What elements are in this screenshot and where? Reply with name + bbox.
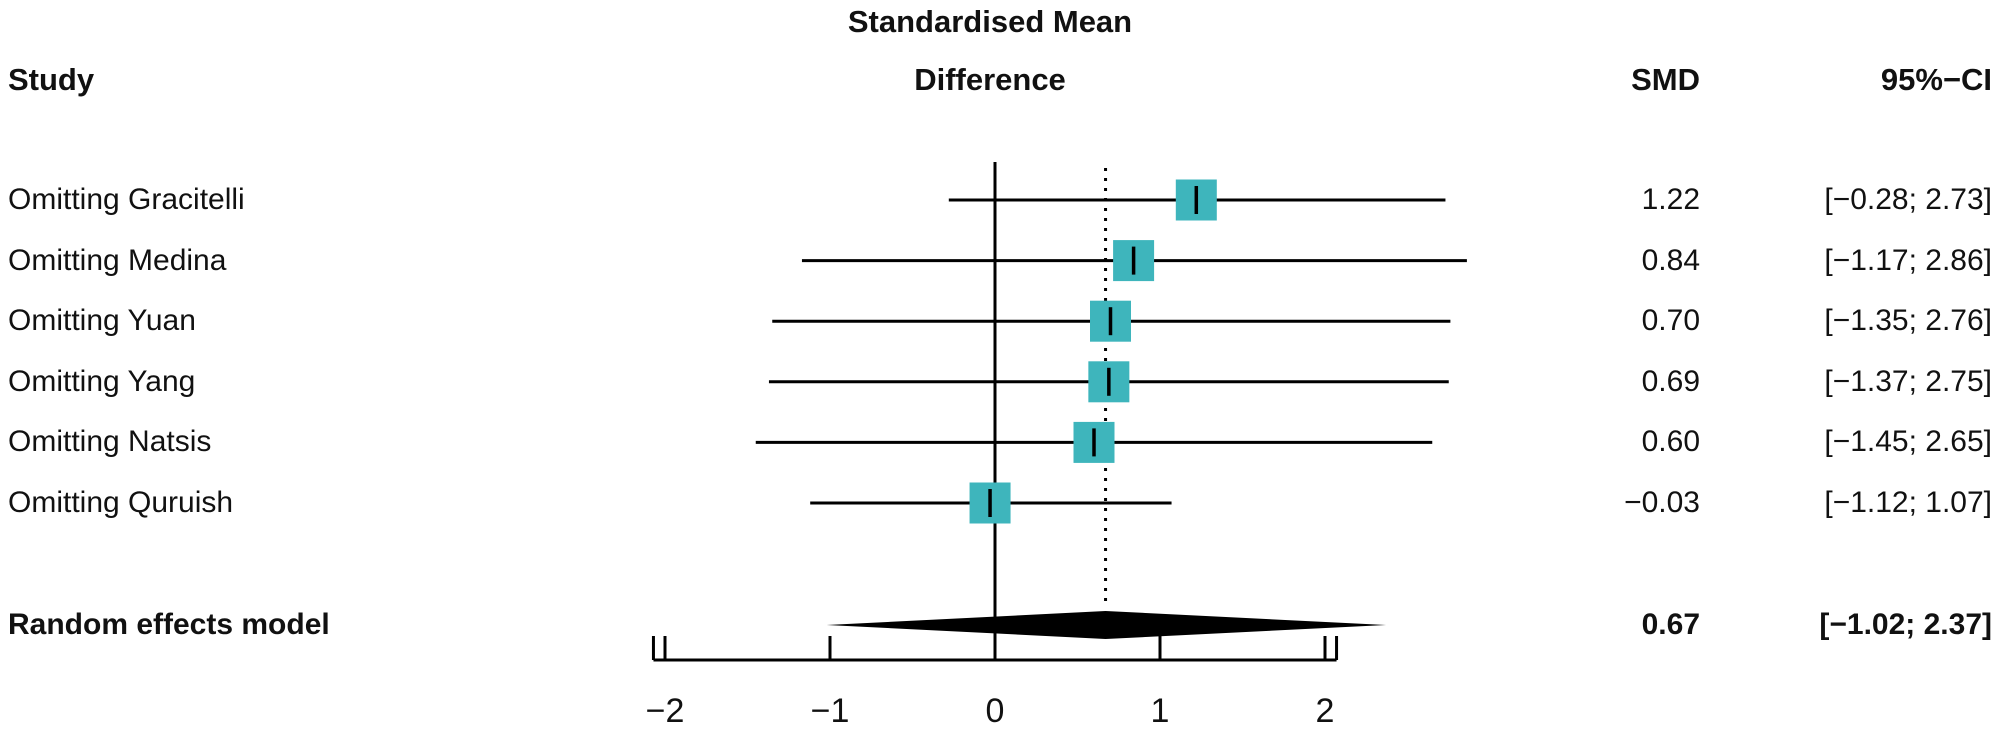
study-label: Omitting Gracitelli	[8, 183, 245, 216]
study-label: Omitting Quruish	[8, 486, 234, 519]
study-label: Omitting Yang	[8, 364, 196, 398]
column-header-smd: SMD	[1631, 62, 1700, 97]
x-axis-tick-label: 0	[986, 692, 1005, 730]
smd-value: 1.22	[1641, 183, 1700, 216]
ci-value: [−1.45; 2.65]	[1824, 425, 1992, 459]
x-axis-tick-label: −2	[646, 692, 685, 730]
ci-value: [−1.17; 2.86]	[1824, 243, 1992, 277]
ci-value: [−1.37; 2.75]	[1824, 364, 1992, 398]
study-label: Omitting Yuan	[8, 304, 196, 338]
smd-value: 0.70	[1641, 304, 1700, 338]
ci-value: [−0.28; 2.73]	[1824, 183, 1992, 216]
effect-title-line2: Difference	[914, 62, 1066, 97]
summary-diamond	[826, 611, 1387, 639]
summary-label: Random effects model	[8, 608, 330, 641]
smd-value: 0.84	[1641, 243, 1700, 277]
smd-value: 0.60	[1641, 425, 1700, 459]
x-axis-tick-label: 2	[1316, 692, 1335, 730]
column-header-ci: 95%−CI	[1880, 62, 1992, 97]
x-axis-tick-label: −1	[811, 692, 850, 730]
effect-title-line1: Standardised Mean	[847, 4, 1133, 39]
ci-value: [−1.35; 2.76]	[1824, 304, 1992, 338]
column-header-study: Study	[8, 62, 95, 97]
study-label: Omitting Medina	[8, 243, 227, 277]
smd-value: 0.69	[1641, 364, 1700, 398]
ci-value: [−1.12; 1.07]	[1824, 486, 1992, 519]
x-axis-tick-label: 1	[1151, 692, 1170, 730]
summary-ci-value: [−1.02; 2.37]	[1819, 608, 1992, 641]
summary-smd-value: 0.67	[1641, 608, 1700, 641]
smd-value: −0.03	[1624, 486, 1700, 519]
study-label: Omitting Natsis	[8, 425, 212, 459]
